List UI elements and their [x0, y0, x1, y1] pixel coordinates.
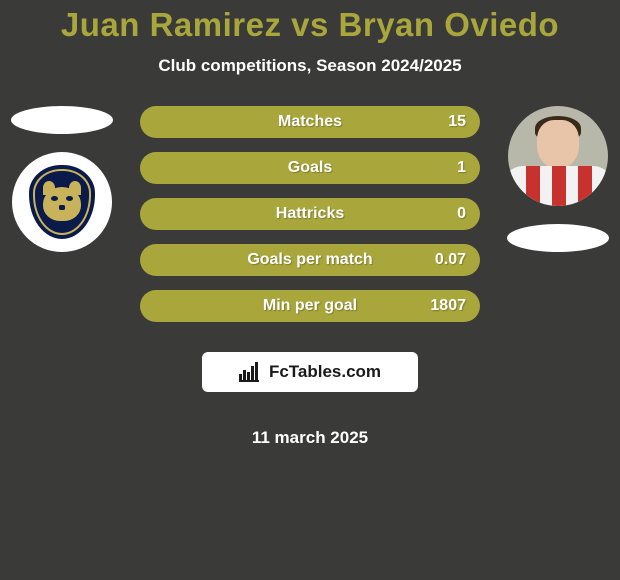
right-player-column [502, 106, 614, 252]
stat-label: Min per goal [263, 297, 357, 315]
page-subtitle: Club competitions, Season 2024/2025 [0, 56, 620, 76]
brand-label: FcTables.com [269, 362, 381, 382]
stat-label: Hattricks [276, 205, 344, 223]
left-player-placeholder [11, 106, 113, 134]
stat-label: Goals [288, 159, 332, 177]
content-row: Matches 15 Goals 1 Hattricks 0 Goals per… [0, 106, 620, 448]
stat-label: Matches [278, 113, 342, 131]
pumas-unam-shield-icon [29, 163, 95, 241]
comparison-card: Juan Ramirez vs Bryan Oviedo Club compet… [0, 0, 620, 580]
right-player-avatar [508, 106, 608, 206]
stat-value: 15 [448, 113, 466, 131]
stat-bar-goals: Goals 1 [140, 152, 480, 184]
stat-value: 1807 [430, 297, 466, 315]
left-player-column [6, 106, 118, 252]
stat-value: 0.07 [435, 251, 466, 269]
stat-label: Goals per match [247, 251, 372, 269]
comparison-date: 11 march 2025 [252, 428, 368, 448]
bars-chart-icon [239, 362, 261, 382]
stat-value: 0 [457, 205, 466, 223]
stat-bar-hattricks: Hattricks 0 [140, 198, 480, 230]
left-club-logo [12, 152, 112, 252]
stats-column: Matches 15 Goals 1 Hattricks 0 Goals per… [118, 106, 502, 448]
page-title: Juan Ramirez vs Bryan Oviedo [0, 0, 620, 44]
right-club-placeholder [507, 224, 609, 252]
stat-bar-goals-per-match: Goals per match 0.07 [140, 244, 480, 276]
stat-bar-matches: Matches 15 [140, 106, 480, 138]
stat-value: 1 [457, 159, 466, 177]
stat-bar-min-per-goal: Min per goal 1807 [140, 290, 480, 322]
brand-link[interactable]: FcTables.com [202, 352, 418, 392]
